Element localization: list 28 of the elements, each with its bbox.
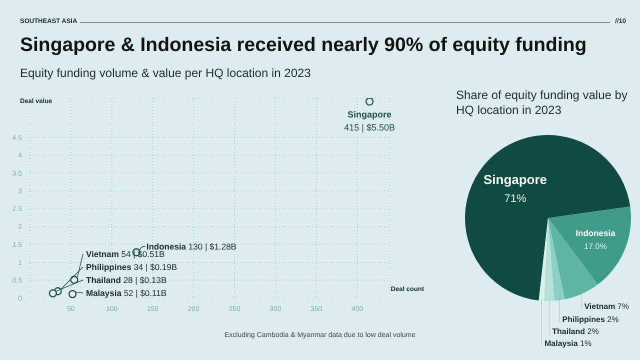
data-label: 71% — [504, 193, 526, 206]
slice-label: Singapore — [483, 172, 548, 188]
point — [365, 98, 374, 106]
pie-slice — [548, 206, 631, 284]
slice-label: Thailand — [552, 327, 586, 336]
chart-title: Singapore & Indonesia received nearly 90% of equity funding — [20, 34, 587, 57]
data-label: Singapore 415 | $5.50B — [344, 110, 395, 133]
data-label: 17.0% — [584, 242, 607, 251]
slice-label: Indonesia — [576, 228, 616, 238]
point — [68, 290, 77, 298]
pie-slice — [538, 218, 548, 301]
data-label: Thailand 28 | $0.13B — [86, 275, 167, 285]
chart-subtitle: Equity funding volume & value per HQ location in 2023 — [20, 66, 311, 80]
slice-label: Vietnam — [584, 302, 616, 311]
chart-title: Share of equity funding value by HQ location in 2023 — [456, 88, 628, 118]
data-label: 2% — [607, 315, 619, 324]
slice-label: Philippines — [562, 315, 606, 324]
data-label: 1% — [580, 339, 592, 348]
pie-slice — [548, 218, 565, 301]
pie-slice — [465, 135, 630, 300]
data-label: Vietnam 54 | $0.51B — [86, 249, 165, 259]
data-label: Indonesia 130 | $1.28B — [146, 241, 236, 252]
slice-label: Malaysia — [544, 339, 578, 348]
data-label: 7% — [617, 302, 629, 311]
point — [48, 289, 58, 298]
data-label: Philippines 34 | $0.19B — [86, 262, 178, 272]
data-label: 2% — [587, 327, 599, 336]
data-label: Malaysia 52 | $0.11B — [86, 288, 167, 298]
